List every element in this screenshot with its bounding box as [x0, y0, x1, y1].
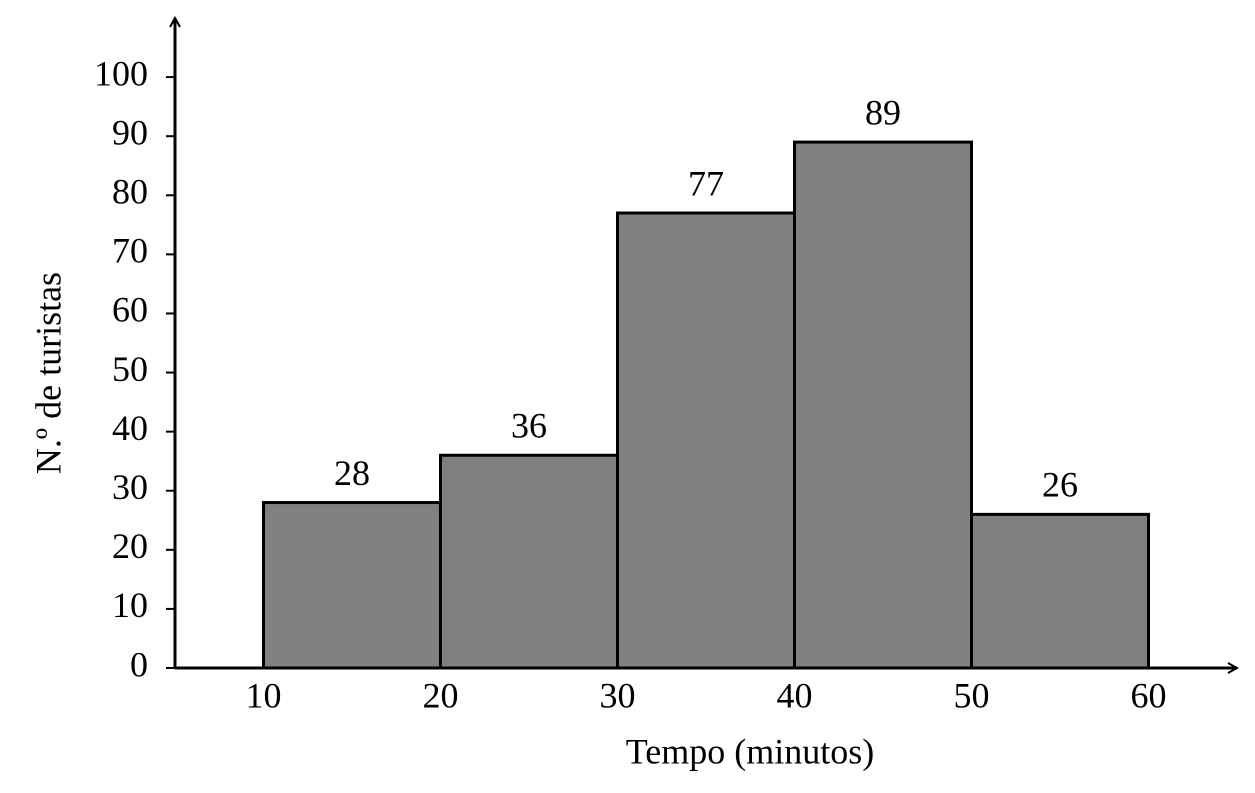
y-axis-label: N.º de turistas — [28, 272, 68, 474]
x-tick-label: 60 — [1131, 675, 1167, 715]
y-tick-label: 60 — [112, 290, 148, 330]
x-tick-label: 10 — [246, 675, 282, 715]
bar — [616, 211, 796, 670]
y-tick-label: 20 — [112, 526, 148, 566]
bar — [793, 140, 973, 670]
data-label: 89 — [865, 92, 901, 132]
y-tick-label: 90 — [112, 112, 148, 152]
bar — [262, 501, 442, 670]
bar — [970, 512, 1150, 670]
x-tick-label: 40 — [777, 675, 813, 715]
data-label: 36 — [511, 406, 547, 446]
data-label: 28 — [334, 453, 370, 493]
x-axis-label: Tempo (minutos) — [626, 731, 874, 771]
bar — [439, 453, 619, 670]
y-tick-label: 40 — [112, 408, 148, 448]
y-tick-label: 80 — [112, 172, 148, 212]
y-tick-label: 0 — [130, 644, 148, 684]
y-tick-label: 70 — [112, 231, 148, 271]
x-tick-label: 30 — [600, 675, 636, 715]
y-tick-label: 10 — [112, 585, 148, 625]
y-tick-label: 100 — [94, 53, 148, 93]
y-tick-label: 50 — [112, 349, 148, 389]
x-tick-label: 20 — [423, 675, 459, 715]
x-tick-label: 50 — [954, 675, 990, 715]
y-tick-label: 30 — [112, 467, 148, 507]
data-label: 77 — [688, 163, 724, 203]
data-label: 26 — [1042, 465, 1078, 505]
